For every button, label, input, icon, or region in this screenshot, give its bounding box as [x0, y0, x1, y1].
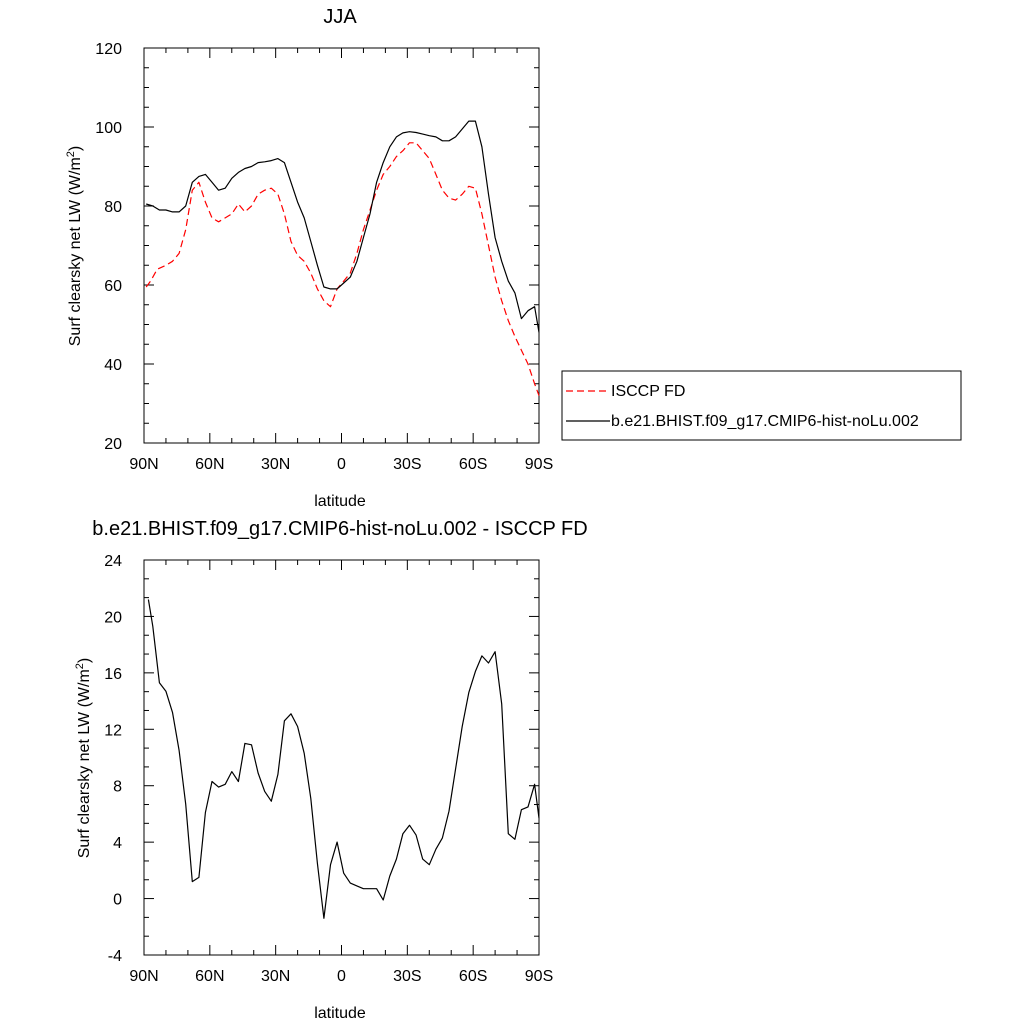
bottom-y-axis-label-sup: 2 [74, 663, 86, 669]
top-chart-title: JJA [323, 6, 357, 28]
y-tick-label: 120 [95, 41, 122, 58]
series-line-model [146, 120, 540, 333]
x-tick-label: 90S [525, 456, 553, 473]
x-tick-label: 30S [393, 456, 421, 473]
x-tick-label: 60S [459, 968, 487, 985]
x-tick-label: 90N [129, 968, 158, 985]
bottom-x-axis-label: latitude [314, 1005, 366, 1022]
y-tick-label: 16 [104, 666, 122, 683]
top-x-axis-label: latitude [314, 493, 366, 510]
x-tick-label: 90N [129, 456, 158, 473]
bottom-y-axis-label-end: ) [76, 658, 93, 663]
x-tick-label: 60N [195, 456, 224, 473]
legend-label-isccp: ISCCP FD [611, 383, 685, 400]
x-tick-label: 30N [261, 968, 290, 985]
y-tick-label: 60 [104, 278, 122, 295]
top-y-axis-label-main: Surf clearsky net LW (W/m [67, 157, 84, 346]
y-tick-label: 0 [113, 892, 122, 909]
y-tick-label: 8 [113, 779, 122, 796]
x-tick-label: 90S [525, 968, 553, 985]
bottom-plot-frame [143, 559, 540, 956]
x-tick-label: 60S [459, 456, 487, 473]
x-tick-label: 0 [337, 456, 346, 473]
bottom-chart-ticks: 90N 60N 30N 0 30S 60S 90S -4 0 4 8 12 16 20 24 [104, 553, 553, 985]
bottom-y-axis-label: Surf clearsky net LW (W/m2) [74, 658, 93, 859]
top-chart-lines [145, 120, 540, 396]
bottom-y-axis-label-main: Surf clearsky net LW (W/m [76, 669, 93, 858]
top-chart: JJA 90N 60N 30N 0 30S 60S 90S 20 40 60 80 100 120 la… [65, 6, 962, 510]
x-tick-label: 60N [195, 968, 224, 985]
series-line-model [147, 599, 540, 919]
y-tick-label: 24 [104, 553, 122, 570]
top-y-axis-label-sup: 2 [65, 151, 77, 157]
x-tick-label: 0 [337, 968, 346, 985]
y-tick-label: 100 [95, 120, 122, 137]
y-tick-label: -4 [108, 948, 122, 965]
legend: ISCCP FD b.e21.BHIST.f09_g17.CMIP6-hist-… [561, 370, 962, 441]
x-tick-label: 30S [393, 968, 421, 985]
top-plot-frame [143, 47, 540, 444]
y-tick-label: 12 [104, 722, 122, 739]
series-line-isccp [145, 142, 540, 396]
x-tick-label: 30N [261, 456, 290, 473]
top-y-axis-label-end: ) [67, 146, 84, 151]
y-tick-label: 80 [104, 199, 122, 216]
y-tick-label: 20 [104, 436, 122, 453]
y-tick-label: 4 [113, 835, 122, 852]
top-y-axis-label: Surf clearsky net LW (W/m2) [65, 146, 84, 347]
y-tick-label: 20 [104, 609, 122, 626]
y-tick-label: 40 [104, 357, 122, 374]
bottom-chart: b.e21.BHIST.f09_g17.CMIP6-hist-noLu.002 … [74, 518, 588, 1022]
bottom-chart-title: b.e21.BHIST.f09_g17.CMIP6-hist-noLu.002 … [92, 518, 587, 540]
bottom-chart-lines [147, 599, 540, 919]
top-chart-ticks: 90N 60N 30N 0 30S 60S 90S 20 40 60 80 100 120 [95, 41, 553, 473]
legend-box [561, 370, 962, 441]
legend-label-model: b.e21.BHIST.f09_g17.CMIP6-hist-noLu.002 [611, 413, 919, 430]
